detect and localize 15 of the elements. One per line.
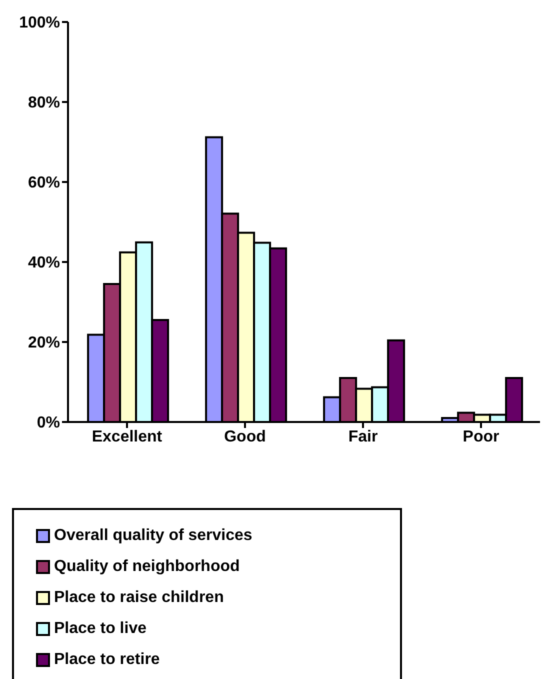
legend-label: Overall quality of services [54,526,252,544]
y-tick-label: 40% [28,254,60,272]
x-tick-label: Good [224,428,266,446]
legend-label: Place to raise children [54,588,224,606]
y-tick-label: 80% [28,94,60,112]
legend-label: Quality of neighborhood [54,558,240,576]
x-tick-label: Fair [348,428,378,446]
x-tick-label: Poor [462,428,500,446]
y-tick-label: 60% [28,174,60,192]
y-tick-label: 20% [28,334,60,352]
y-tick-label: 100% [19,14,60,32]
legend-label: Place to retire [54,650,160,668]
x-tick-label: Excellent [92,428,163,446]
y-tick-label: 0% [36,414,60,432]
legend-label: Place to live [54,620,146,638]
